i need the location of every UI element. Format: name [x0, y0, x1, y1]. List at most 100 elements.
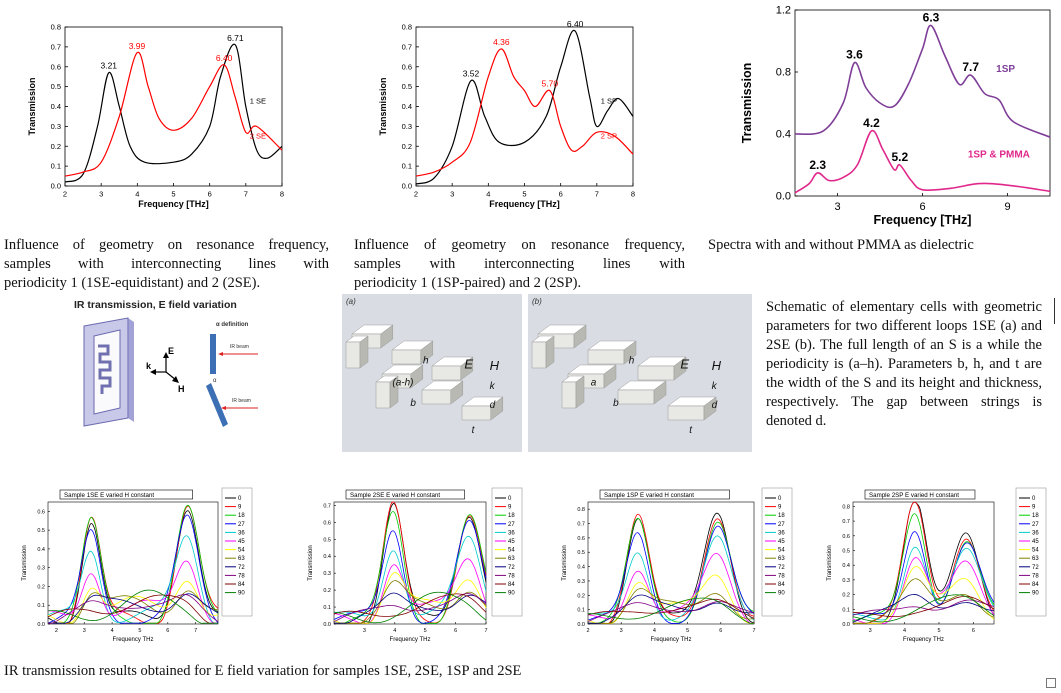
x-tick-label: 3 — [99, 190, 103, 199]
y-tick-label: 0.4 — [842, 563, 850, 569]
y-tick-label: 0.3 — [51, 122, 61, 131]
data-label: 4.36 — [493, 37, 510, 47]
y-tick-label: 0.0 — [842, 622, 850, 628]
y-axis-label: Transmission — [378, 77, 388, 135]
y-tick-label: 0.6 — [51, 62, 61, 71]
y-tick-label: 0.4 — [51, 102, 61, 111]
legend-entry: 72 — [1032, 565, 1039, 571]
cell-panel-a: (a) E Hkd h (a-h) b t — [342, 294, 522, 452]
chart-1sp-2sp: 2 3 4 5 6 7 8 0.0 0.1 0.2 0.3 0.4 0.5 0.6 0.7 0.8 Freque… — [378, 19, 635, 209]
legend-entry: 9 — [508, 505, 512, 511]
chart-header: Sample 1SE E varied H constant — [64, 492, 154, 499]
x-axis-label: Frequency THz — [651, 637, 692, 643]
series-line — [47, 594, 218, 624]
block-side — [460, 356, 474, 381]
series-line — [47, 594, 219, 624]
dimension-label: t — [689, 425, 693, 436]
alpha-symbol: α — [213, 378, 217, 384]
block-side — [410, 364, 424, 389]
block-front — [421, 389, 452, 405]
legend-entry: 18 — [778, 513, 785, 519]
x-tick-label: 5 — [424, 628, 427, 634]
data-label: 2.3 — [809, 158, 826, 172]
series-line — [333, 558, 487, 624]
chart-header-box — [59, 489, 193, 500]
legend-entry: 90 — [1032, 591, 1039, 597]
y-tick-label: 0.3 — [37, 566, 45, 572]
y-tick-label: 0.7 — [842, 519, 850, 525]
y-tick-label: 0.1 — [577, 608, 585, 614]
data-label: 6.40 — [567, 19, 584, 29]
dimension-label: t — [472, 425, 476, 436]
series-line — [587, 598, 755, 619]
y-tick-label: 0.5 — [323, 537, 331, 543]
dimension-label: a — [591, 378, 597, 389]
series-line — [794, 24, 1051, 138]
y-tick-label: 0.7 — [577, 522, 585, 528]
s-pattern — [98, 344, 112, 394]
y-tick-label: 0.5 — [577, 550, 585, 556]
y-tick-label: 0.2 — [323, 588, 331, 594]
legend-entry: 18 — [238, 513, 245, 519]
series-line — [47, 510, 219, 624]
dimension-label: h — [629, 356, 635, 367]
caption-1sp-2sp: Influence of geometry on resonance frequ… — [354, 236, 685, 293]
legend-entry: 78 — [778, 573, 785, 579]
panel-tag-b: (b) — [532, 297, 542, 306]
x-axis-label: Frequency [THz] — [874, 213, 972, 227]
series-line — [333, 591, 487, 624]
caption-text: IR transmission results obtained for E f… — [4, 663, 522, 679]
resize-handle[interactable] — [1046, 678, 1056, 688]
y-tick-label: 0.3 — [402, 122, 412, 131]
x-tick-label: 4 — [903, 628, 906, 634]
data-label: 6.71 — [227, 33, 244, 43]
y-tick-label: 0.4 — [323, 554, 331, 560]
dimension-label: d — [712, 400, 718, 411]
x-tick-label: 4 — [653, 628, 656, 634]
chart-pmma: 3 6 9 0.0 0.4 0.8 1.2 Frequency [THz] Transmissi… — [740, 5, 1051, 227]
legend-entry: 72 — [778, 565, 785, 571]
block-side — [450, 380, 464, 405]
legend-entry: 54 — [1032, 548, 1039, 554]
x-axis-label: Frequency [THz] — [489, 199, 560, 209]
block-side — [545, 335, 555, 369]
legend-entry: 36 — [778, 530, 785, 536]
y-tick-label: 0.0 — [323, 622, 331, 628]
legend-entry: 27 — [778, 522, 785, 528]
x-axis-label: Frequency THz — [390, 637, 431, 643]
series-line — [415, 29, 634, 185]
sample-edge-rotated — [206, 383, 228, 427]
block-front — [637, 365, 675, 381]
legend-entry: 0 — [238, 496, 242, 502]
y-tick-label: 0.5 — [842, 549, 850, 555]
x-axis-label: Frequency THz — [903, 637, 944, 643]
x-tick-label: 2 — [586, 628, 589, 634]
block-front — [375, 381, 391, 409]
data-label: 6.3 — [923, 11, 940, 25]
sample-edge-straight — [210, 334, 216, 374]
legend-entry: 84 — [778, 582, 785, 588]
legend-entry: 63 — [238, 556, 245, 562]
y-axis-label: Transmission — [827, 545, 833, 580]
y-tick-label: 0.1 — [402, 162, 412, 171]
x-tick-label: 3 — [620, 628, 623, 634]
caption-line: samples with interconnecting lines with — [354, 256, 685, 272]
block-side — [703, 396, 717, 421]
y-axis-label: Transmission — [22, 545, 28, 580]
legend-box — [221, 487, 253, 617]
series-line — [852, 599, 995, 616]
data-label: 5.2 — [891, 150, 908, 164]
x-tick-label: 2 — [63, 190, 67, 199]
dimension-label: h — [423, 356, 429, 367]
series-line — [852, 595, 995, 618]
y-tick-label: 0.8 — [51, 23, 61, 32]
dimension-label: k — [712, 381, 718, 392]
legend-entry: 1SP — [996, 64, 1015, 75]
panel-tag-a: (a) — [346, 297, 356, 306]
series-line — [334, 592, 487, 624]
y-tick-label: 0.0 — [37, 622, 45, 628]
axis-h-label: H — [178, 384, 185, 394]
y-tick-label: 0.6 — [323, 520, 331, 526]
